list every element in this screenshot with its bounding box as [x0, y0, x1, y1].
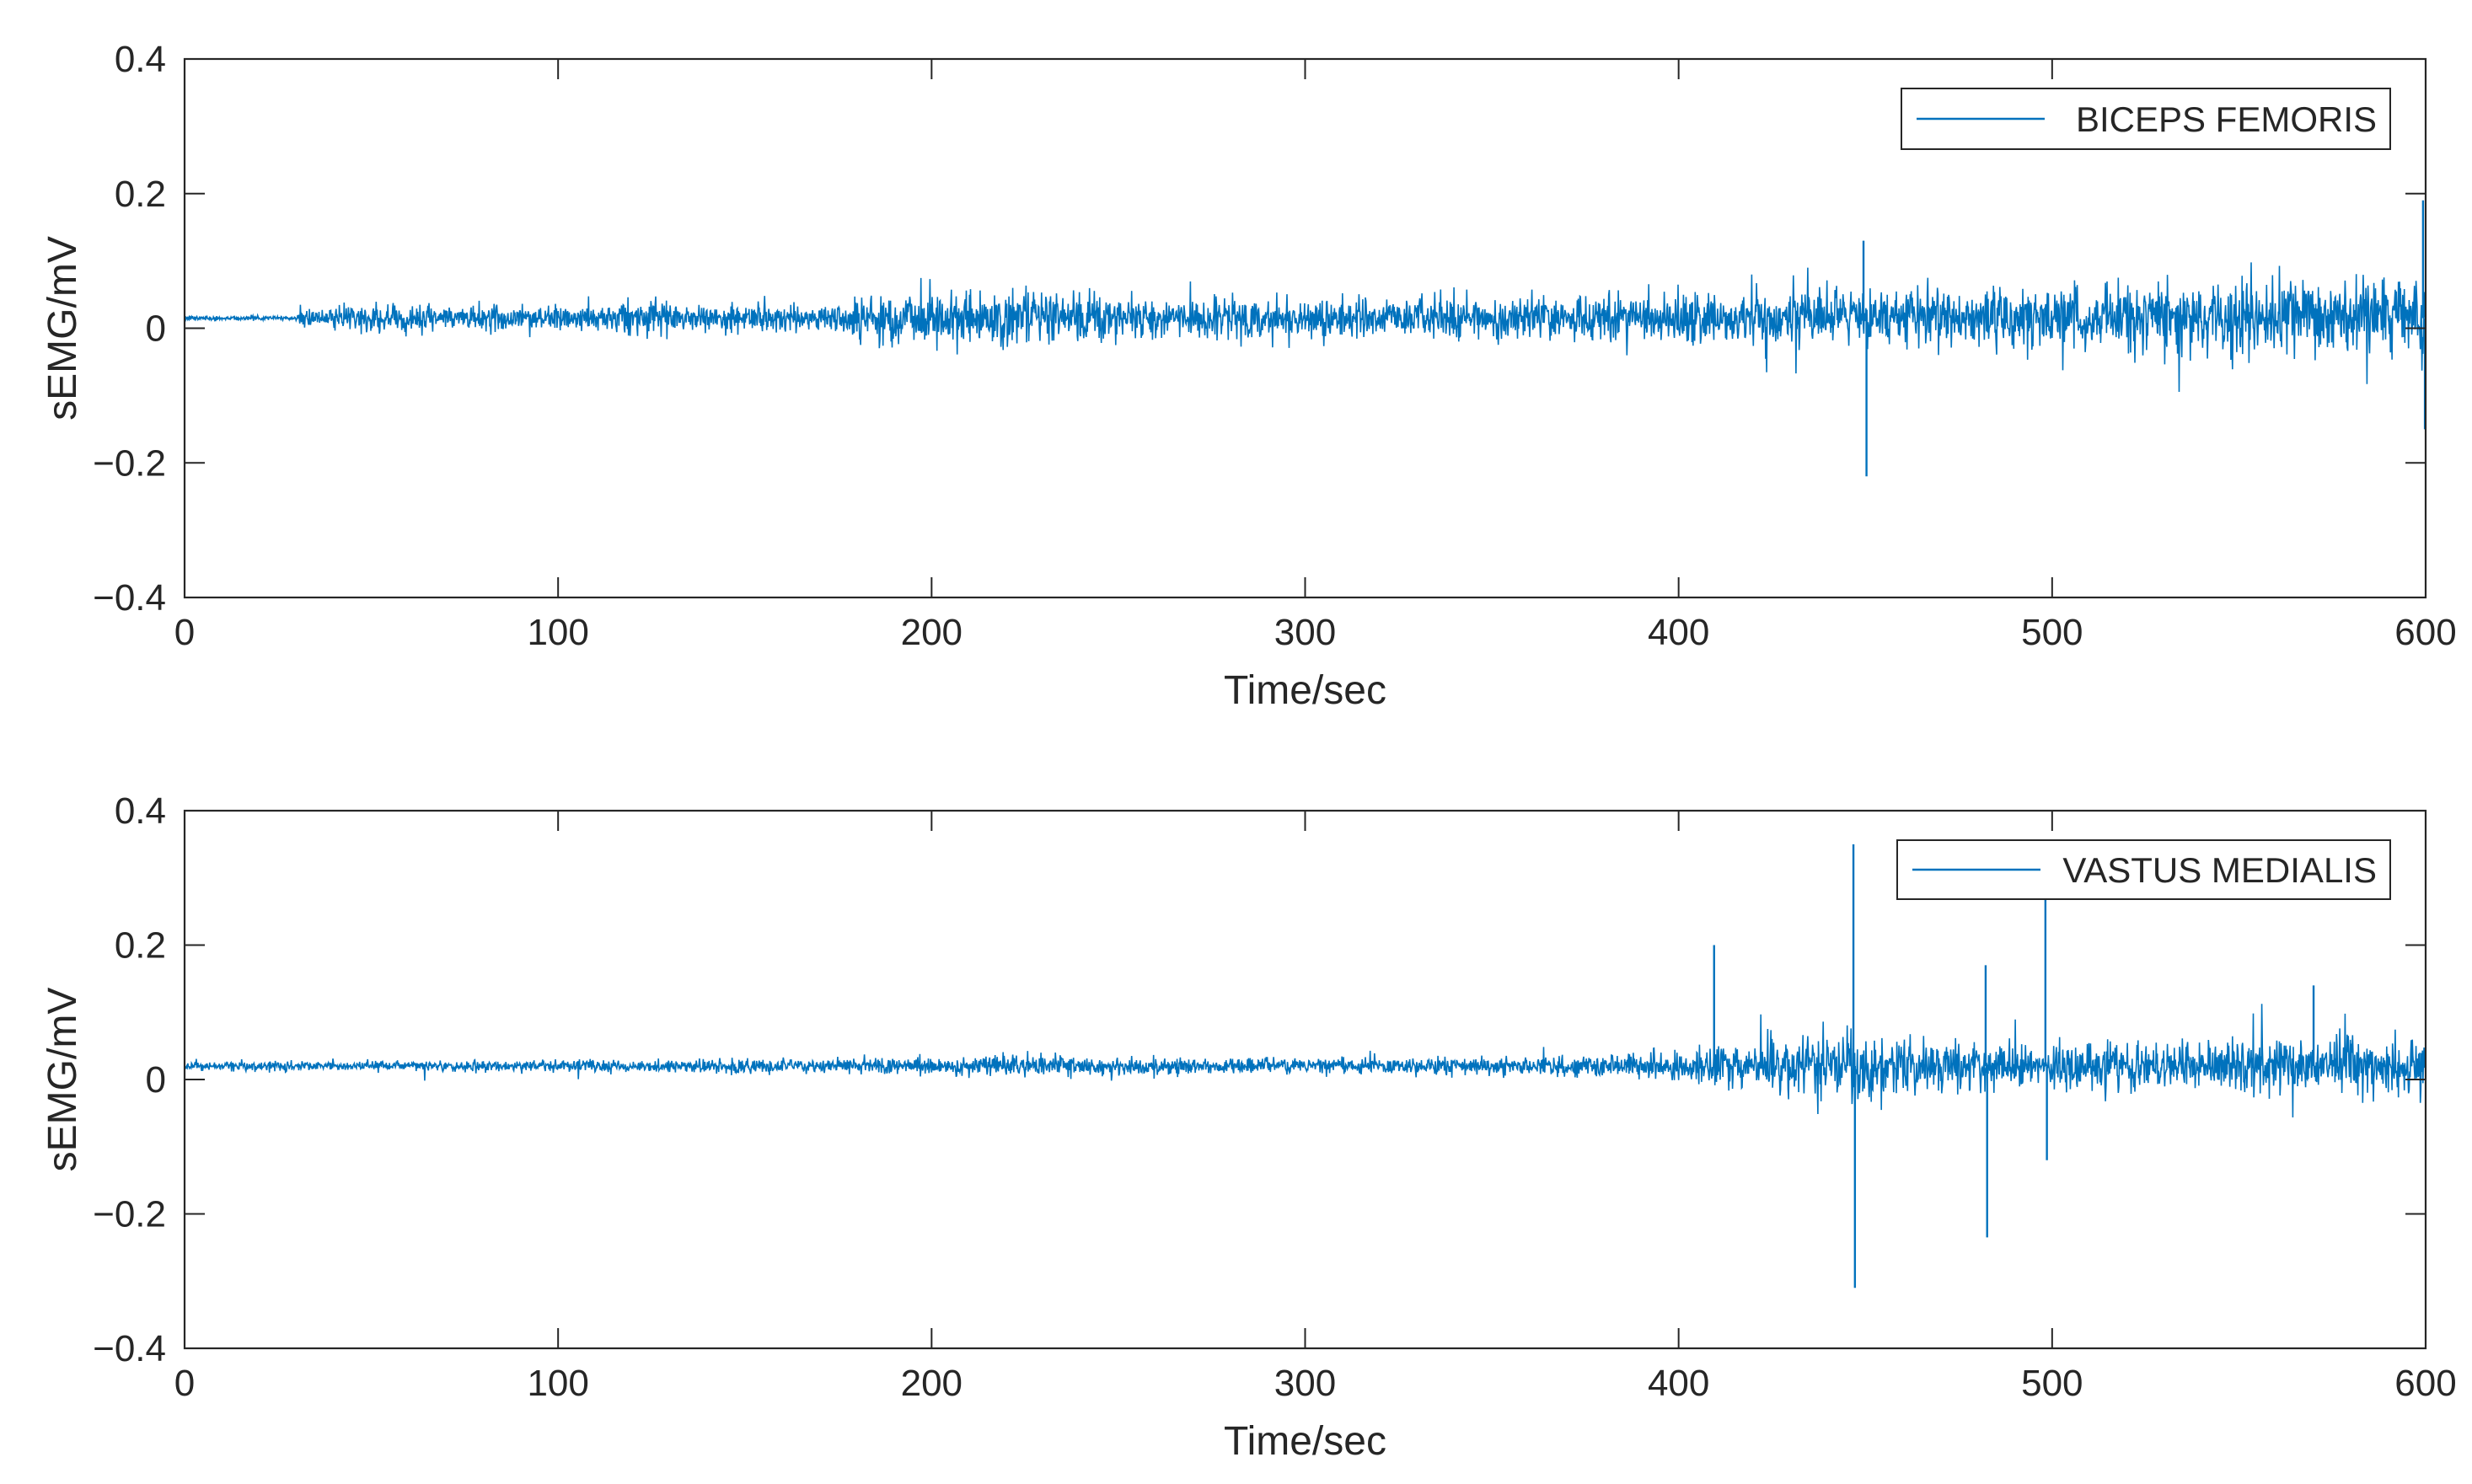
- y-tick-label: 0: [146, 1059, 166, 1101]
- y-axis-label: sEMG/mV: [40, 988, 85, 1172]
- chart-panel-2: 0 100 200 300 400 500 600 0.4 0.2 0 −0.2 −0.4 Time/s…: [40, 790, 2457, 1464]
- y-tick-label: −0.2: [93, 442, 166, 484]
- x-tick-label: 300: [1274, 612, 1336, 653]
- x-tick-label: 500: [2021, 612, 2083, 653]
- y-tick-label: 0.4: [115, 790, 166, 832]
- x-tick-label: 0: [174, 1363, 195, 1404]
- legend-label: BICEPS FEMORIS: [2076, 99, 2377, 139]
- y-tick-label: 0.4: [115, 39, 166, 80]
- x-tick-label: 100: [527, 1363, 588, 1404]
- y-tick-label: 0: [146, 308, 166, 350]
- x-axis-label: Time/sec: [1224, 668, 1386, 713]
- y-tick-label: 0.2: [115, 174, 166, 215]
- x-tick-label: 200: [901, 1363, 963, 1404]
- y-tick-label: −0.2: [93, 1194, 166, 1235]
- y-axis-label: sEMG/mV: [40, 236, 85, 421]
- x-tick-label: 100: [527, 612, 588, 653]
- legend: VASTUS MEDIALIS: [1896, 839, 2391, 900]
- x-tick-label: 400: [1648, 1363, 1709, 1404]
- x-tick-label: 600: [2394, 1363, 2456, 1404]
- series-line-vastus-medialis: [185, 1004, 2426, 1118]
- chart-panel-1: 0 100 200 300 400 500 600 0.4 0.2 0 −0.2 −0.4 Time/s…: [40, 39, 2457, 713]
- x-tick-label: 600: [2394, 612, 2456, 653]
- x-tick-label: 500: [2021, 1363, 2083, 1404]
- series-line-biceps-femoris: [185, 262, 2426, 393]
- y-tick-label: −0.4: [93, 577, 166, 619]
- x-tick-label: 200: [901, 612, 963, 653]
- legend: BICEPS FEMORIS: [1901, 88, 2391, 150]
- x-tick-label: 300: [1274, 1363, 1336, 1404]
- charts-container: 0 100 200 300 400 500 600 0.4 0.2 0 −0.2 −0.4 Time/s…: [40, 39, 2457, 1464]
- y-tick-label: 0.2: [115, 925, 166, 967]
- x-tick-label: 0: [174, 612, 195, 653]
- legend-label: VASTUS MEDIALIS: [2062, 850, 2377, 890]
- x-tick-label: 400: [1648, 612, 1709, 653]
- y-tick-label: −0.4: [93, 1328, 166, 1369]
- x-axis-label: Time/sec: [1224, 1419, 1386, 1464]
